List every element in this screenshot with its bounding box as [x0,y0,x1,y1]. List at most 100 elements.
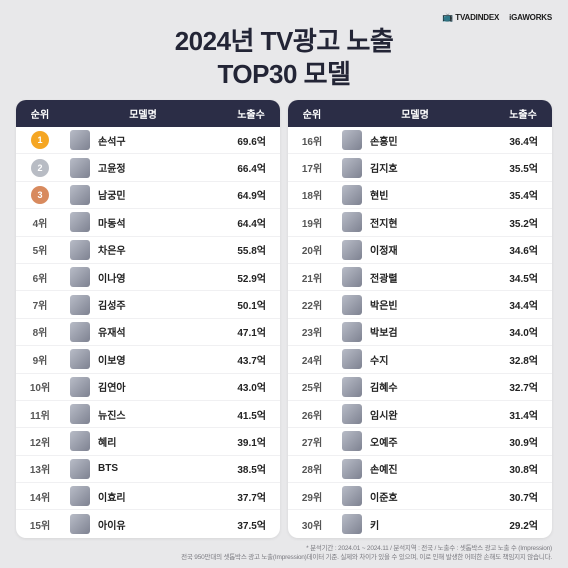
model-name: 임시완 [370,407,398,422]
rank-cell: 13위 [16,461,64,476]
model-name: 박은빈 [370,297,398,312]
model-photo [342,431,362,451]
table-row: 16위손흥민36.4억 [288,127,552,154]
model-photo [342,130,362,150]
tv-icon: 📺 [442,12,453,23]
medal-icon: 2 [31,159,49,177]
table-left: 순위 모델명 노출수 1손석구69.6억2고윤정66.4억3남궁민64.9억4위… [16,100,280,538]
rank-cell: 14위 [16,489,64,504]
rank-cell: 25위 [288,379,336,394]
exposure-cell: 38.5억 [222,461,280,476]
model-photo [342,185,362,205]
model-name: 김혜수 [370,379,398,394]
exposure-cell: 32.7억 [494,379,552,394]
exposure-cell: 55.8억 [222,242,280,257]
rank-cell: 4위 [16,215,64,230]
rank-cell: 8위 [16,324,64,339]
table-row: 17위 김지호 35.5억 [288,154,552,181]
name-cell: 손흥민 [336,130,494,150]
exposure-cell: 41.5억 [222,407,280,422]
model-name: 뉴진스 [98,407,126,422]
rank-cell: 20위 [288,242,336,257]
exposure-cell: 64.4억 [222,215,280,230]
name-cell: 고윤정 [64,158,222,178]
table-row: 4위 마동석 64.4억 [16,209,280,236]
rank-cell: 19위 [288,215,336,230]
model-photo [70,431,90,451]
rank-cell: 17위 [288,160,336,175]
name-cell: 이보영 [64,349,222,369]
table-row: 21위전광렬34.5억 [288,264,552,291]
rank-cell: 18위 [288,187,336,202]
model-name: 이효리 [98,489,126,504]
model-name: 전지현 [370,215,398,230]
model-photo [70,377,90,397]
exposure-cell: 30.9억 [494,434,552,449]
model-name: 박보검 [370,324,398,339]
table-header: 순위 모델명 노출수 [16,100,280,127]
name-cell: 혜리 [64,431,222,451]
name-cell: 임시완 [336,404,494,424]
model-name: 아이유 [98,517,126,532]
name-cell: 김연아 [64,377,222,397]
table-row: 2고윤정66.4억 [16,154,280,181]
model-photo [70,349,90,369]
rank-cell: 28위 [288,461,336,476]
name-cell: 전광렬 [336,267,494,287]
exposure-cell: 52.9억 [222,270,280,285]
model-photo [342,404,362,424]
tables-container: 순위 모델명 노출수 1손석구69.6억2고윤정66.4억3남궁민64.9억4위… [16,100,552,538]
model-photo [342,459,362,479]
model-name: 손흥민 [370,133,398,148]
exposure-cell: 35.5억 [494,160,552,175]
model-name: 이보영 [98,352,126,367]
table-row: 28위손예진30.8억 [288,456,552,483]
title-line1: 2024년 TV광고 노출 [175,26,394,56]
footer-notes: * 분석기간 : 2024.01 ~ 2024.11 / 분석지역 : 전국 /… [16,544,552,562]
rank-cell: 12위 [16,434,64,449]
model-photo [70,514,90,534]
exposure-cell: 50.1억 [222,297,280,312]
exposure-cell: 32.8억 [494,352,552,367]
model-name: 김성주 [98,297,126,312]
name-cell: 박은빈 [336,295,494,315]
model-photo [342,486,362,506]
table-row: 10위김연아43.0억 [16,374,280,401]
exposure-cell: 39.1억 [222,434,280,449]
name-cell: BTS [64,459,222,479]
rank-cell: 16위 [288,133,336,148]
exposure-cell: 30.7억 [494,489,552,504]
rank-cell: 21위 [288,270,336,285]
table-row: 26위임시완31.4억 [288,401,552,428]
title-line2: TOP30 모델 [218,59,351,89]
exposure-cell: 69.6억 [222,133,280,148]
name-cell: 현빈 [336,185,494,205]
name-cell: 유재석 [64,322,222,342]
model-name: 손예진 [370,461,398,476]
page-title: 2024년 TV광고 노출 TOP30 모델 [16,25,552,90]
model-name: 차은우 [98,242,126,257]
exposure-cell: 43.0억 [222,379,280,394]
model-name: 마동석 [98,215,126,230]
model-photo [70,185,90,205]
name-cell: 이준호 [336,486,494,506]
model-name: 고윤정 [98,160,126,175]
col-exposure: 노출수 [494,106,552,121]
name-cell: 오예주 [336,431,494,451]
rank-cell: 15위 [16,517,64,532]
name-cell: 마동석 [64,212,222,232]
header-logos: 📺 TVADINDEX iGAWORKS [16,12,552,23]
logo-igaworks: iGAWORKS [509,12,552,23]
model-photo [342,212,362,232]
name-cell: 손석구 [64,130,222,150]
model-photo [70,158,90,178]
exposure-cell: 37.7억 [222,489,280,504]
model-name: 김지호 [370,160,398,175]
table-header: 순위 모델명 노출수 [288,100,552,127]
exposure-cell: 31.4억 [494,407,552,422]
model-name: 혜리 [98,434,116,449]
model-photo [70,459,90,479]
model-name: 이정재 [370,242,398,257]
model-photo [342,377,362,397]
name-cell: 박보검 [336,322,494,342]
